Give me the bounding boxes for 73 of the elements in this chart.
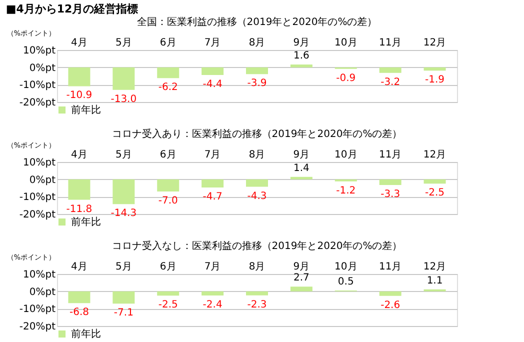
data-label: -7.0 [158,195,178,206]
y-tick-label: -20%pt [19,322,56,332]
data-label: -3.2 [380,76,400,88]
x-tick-label: 12月 [423,150,446,160]
data-label: 1.4 [293,162,310,174]
x-tick-label: 9月 [293,262,310,272]
y-tick-label: 0%pt [29,174,56,186]
y-tick-label: -20%pt [19,210,56,220]
y-tick-label: 0%pt [29,62,56,74]
x-tick-label: 6月 [160,262,176,272]
x-tick-label: 10月 [334,150,358,160]
x-tick-label: 9月 [293,38,310,48]
data-label: -4.7 [202,191,222,202]
text: ■4月から12月の経営指標 [6,2,138,16]
x-tick-label: 10月 [334,262,358,272]
data-label: -14.3 [110,208,137,220]
x-tick-label: 11月 [378,150,402,160]
x-tick-label: 4月 [71,150,88,160]
y-tick-label: -20%pt [19,98,56,108]
data-label: -6.8 [69,307,89,318]
x-tick-label: 11月 [378,38,402,48]
x-tick-label: 5月 [115,262,132,272]
data-label: -10.9 [66,90,92,102]
data-label: -6.2 [158,82,178,94]
y-tick-label: -10%pt [19,304,56,316]
data-label: -7.1 [114,308,134,319]
y-tick-label: -10%pt [19,80,56,92]
chart-title: コロナ受入あり：医業利益の推移（2019年と2020年の%の差） [112,128,402,140]
x-tick-label: 7月 [204,38,221,48]
data-label: -1.9 [425,74,445,86]
x-tick-label: 7月 [204,150,221,160]
data-label: -4.3 [247,190,267,202]
data-label: -3.9 [247,78,267,90]
data-label: 1.1 [426,275,443,286]
x-tick-label: 11月 [378,262,402,272]
data-label: -4.4 [202,78,222,90]
y-tick-label: 10%pt [23,270,56,280]
data-label: -2.5 [425,188,445,199]
x-tick-label: 7月 [204,262,221,272]
x-tick-label: 10月 [334,38,358,48]
data-label: -2.3 [247,299,267,310]
x-tick-label: 8月 [248,150,266,160]
x-tick-label: 12月 [423,38,446,48]
x-tick-label: 12月 [423,262,446,272]
x-tick-label: 4月 [71,38,88,48]
data-label: -1.2 [336,185,356,196]
x-tick-label: 4月 [71,262,88,272]
legend-label: 前年比 [71,104,101,116]
series-label: 前年比 [71,216,101,228]
x-tick-label: 6月 [160,150,176,160]
y-tick-label: 10%pt [23,46,56,56]
legend-label: 前年比 [71,328,101,340]
data-label: -2.5 [158,300,178,311]
y-tick-label: 10%pt [23,158,56,168]
data-label: 2.7 [293,272,310,284]
data-label: 0.5 [338,276,354,288]
x-tick-label: 9月 [293,150,310,160]
data-label: 1.6 [293,50,310,62]
x-tick-label: 8月 [248,38,266,48]
y-tick-label: 0%pt [29,286,56,298]
data-label: -11.8 [66,204,92,215]
x-tick-label: 5月 [115,38,132,48]
data-label: -0.9 [336,72,356,84]
chart-title: 全国：医業利益の推移（2019年と2020年の%の差） [136,16,378,28]
x-tick-label: 8月 [248,262,266,272]
x-tick-label: 6月 [160,38,176,48]
x-tick-label: 5月 [115,150,132,160]
chart-title: コロナ受入なし：医業利益の推移（2019年と2020年の%の差） [112,240,402,252]
data-label: -3.3 [380,189,400,200]
data-label: -13.0 [110,94,137,105]
data-label: -2.4 [202,299,222,310]
y-tick-label: -10%pt [19,192,56,204]
data-label: -2.6 [380,300,400,311]
